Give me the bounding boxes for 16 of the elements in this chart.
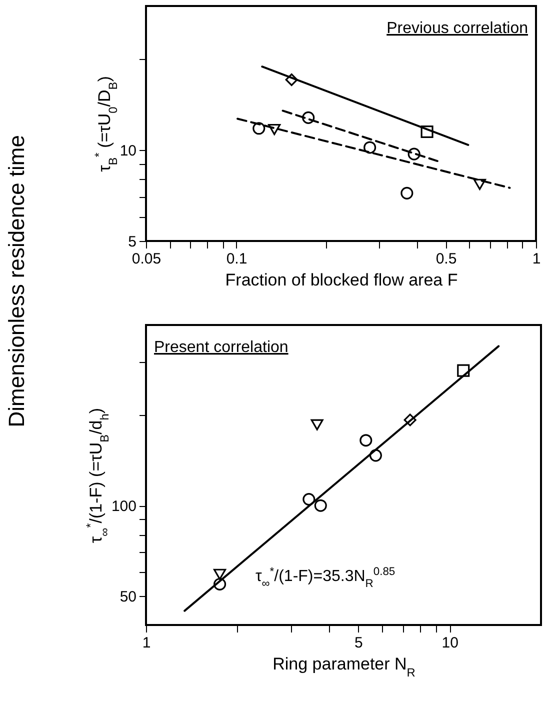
text: Dimensionless residence time xyxy=(4,135,30,428)
x-tick-label: 0.1 xyxy=(226,250,248,268)
y-tick-label: 10 xyxy=(120,142,136,160)
x-axis-title: Fraction of blocked flow area F xyxy=(225,270,458,290)
y-tick-label: 50 xyxy=(120,588,136,606)
y-tick-label: 5 xyxy=(128,234,136,250)
x-tick-label: 1 xyxy=(532,250,541,268)
annotation: Previous correlation xyxy=(386,20,528,37)
x-axis-title: Ring parameter N$_{R}$ xyxy=(272,654,416,680)
y-tick-label: 100 xyxy=(111,498,136,516)
x-tick-label: 5 xyxy=(354,634,363,652)
x-tick-label: 1 xyxy=(142,634,151,652)
x-tick-label: 0.5 xyxy=(436,250,457,268)
annotation: Present correlation xyxy=(154,339,288,356)
x-tick-label: 0.05 xyxy=(132,250,162,268)
x-tick-label: 10 xyxy=(442,634,458,652)
